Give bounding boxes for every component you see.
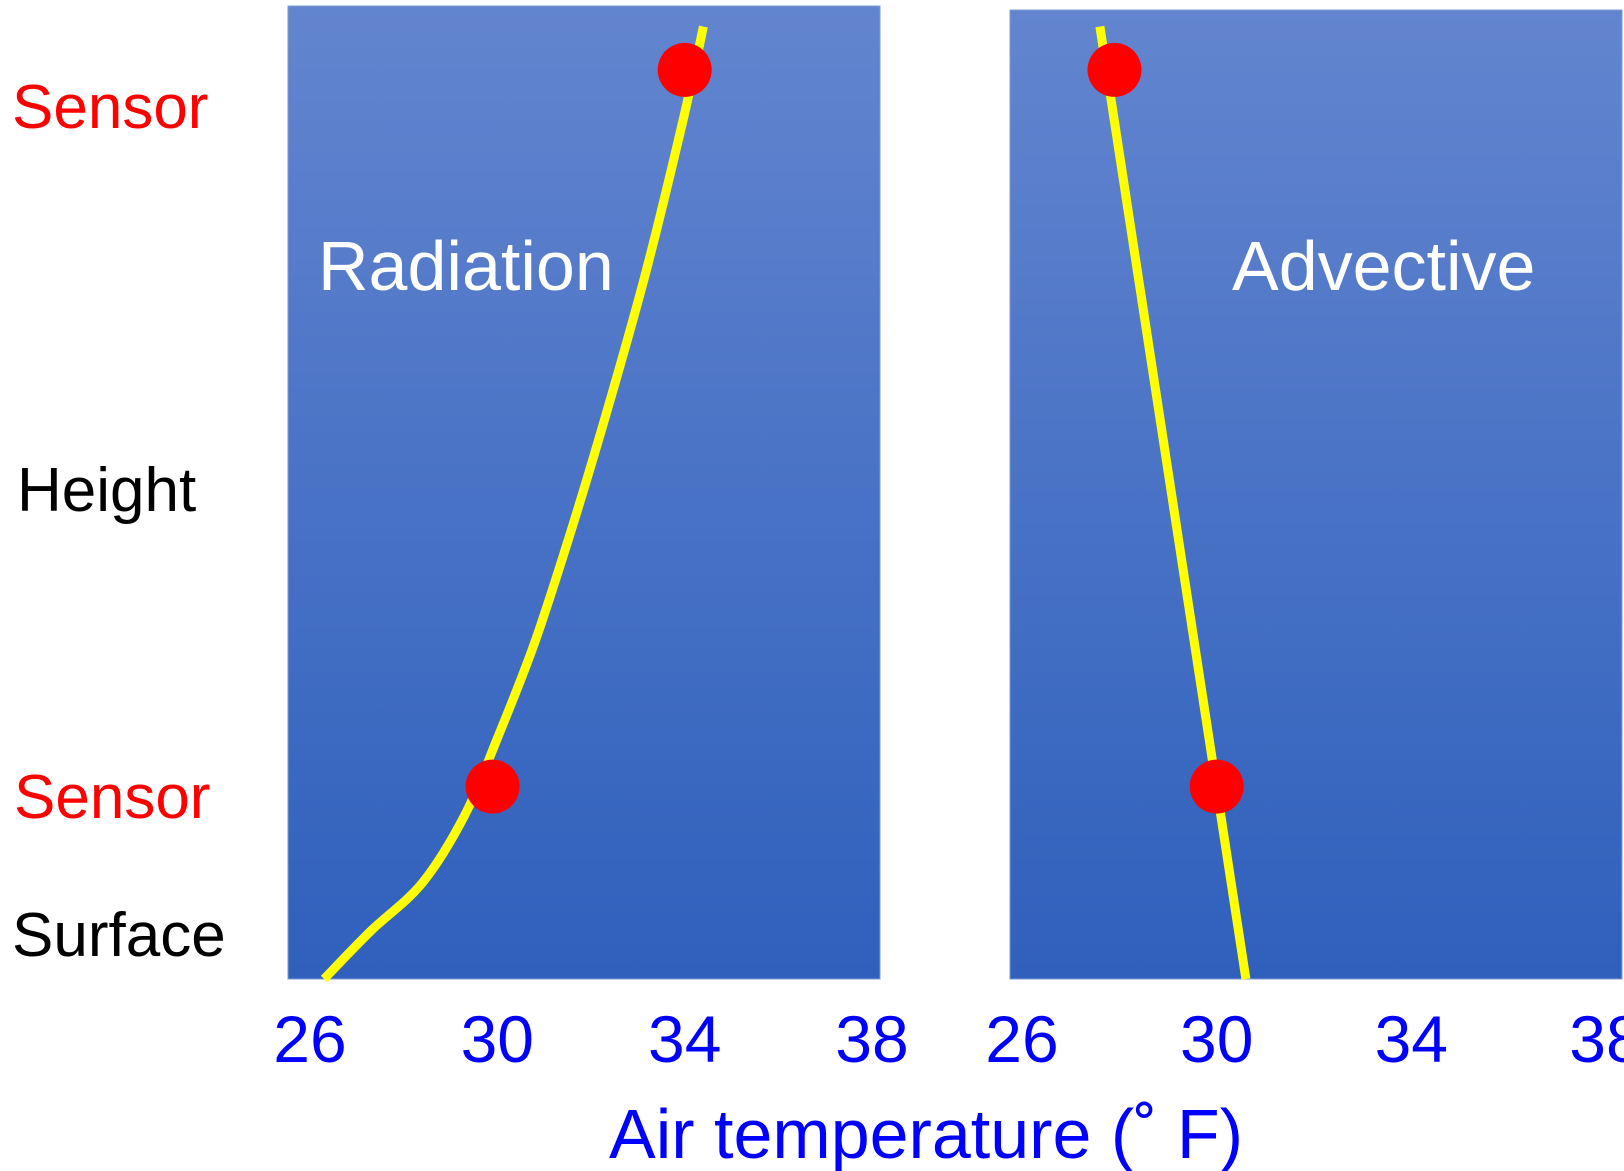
height-label: Height: [17, 456, 196, 525]
surface-label: Surface: [12, 901, 226, 970]
radiation-panel: Radiation 26 30 34 38: [273, 5, 909, 1076]
radiation-tick-layer: 26 30 34 38: [273, 1002, 908, 1076]
radiation-x-tick-label: 38: [835, 1002, 908, 1076]
advective-series-layer: [1095, 25, 1251, 980]
radiation-sensor-marker: [657, 42, 712, 97]
radiation-panel-title: Radiation: [318, 227, 614, 305]
sensor-top-label: Sensor: [12, 73, 208, 142]
advective-tick-layer: 26 30 34 38: [985, 1002, 1624, 1076]
radiation-sensor-marker: [465, 759, 520, 814]
radiation-x-tick-label: 26: [273, 1002, 346, 1076]
x-axis-label: Air temperature (˚ F): [609, 1095, 1243, 1171]
advective-marker-layer: [1087, 42, 1244, 814]
radiation-x-tick-label: 34: [648, 1002, 721, 1076]
sensor-bottom-label: Sensor: [14, 763, 210, 832]
radiation-profile-line: [320, 25, 708, 983]
advective-x-tick-label: 38: [1569, 1002, 1624, 1076]
advective-profile-line: [1095, 25, 1251, 980]
radiation-x-tick-label: 30: [461, 1002, 534, 1076]
advective-x-tick-label: 34: [1375, 1002, 1448, 1076]
advective-x-tick-label: 30: [1180, 1002, 1253, 1076]
advective-x-tick-label: 26: [985, 1002, 1058, 1076]
advective-sensor-marker: [1087, 42, 1142, 97]
advective-panel-background: [1009, 9, 1623, 980]
advective-panel: Advective 26 30 34 38: [985, 9, 1624, 1076]
radiation-series-layer: [320, 25, 708, 983]
advective-panel-title: Advective: [1232, 227, 1535, 305]
radiation-marker-layer: [465, 42, 712, 814]
advective-sensor-marker: [1189, 759, 1244, 814]
